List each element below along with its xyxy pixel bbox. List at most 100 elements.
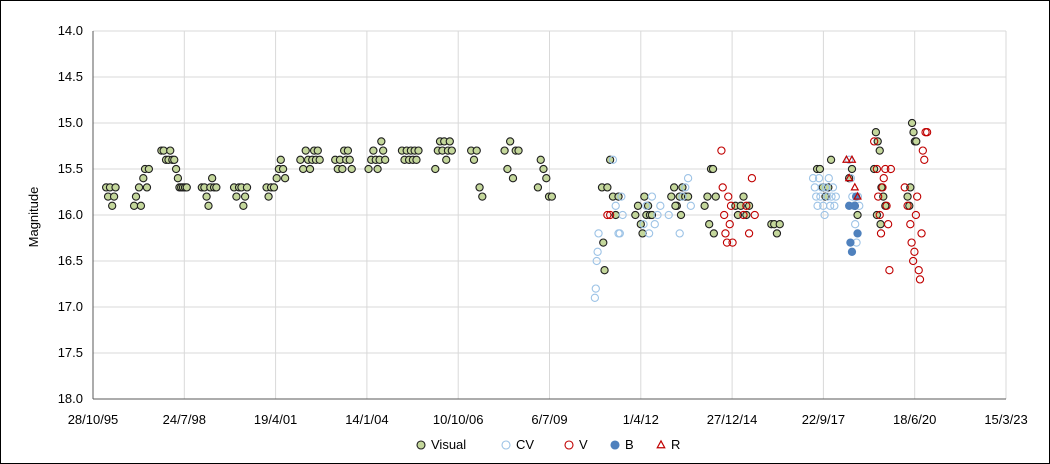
data-point-v bbox=[913, 192, 922, 201]
y-tick-label: 16.0 bbox=[58, 207, 83, 222]
data-point-v bbox=[739, 210, 748, 220]
data-point-cv bbox=[681, 183, 690, 192]
legend-marker-visual bbox=[416, 440, 426, 450]
legend-item-b: B bbox=[610, 437, 634, 452]
data-point-v bbox=[717, 146, 726, 155]
data-point-cv bbox=[683, 174, 693, 183]
data-point-visual bbox=[431, 164, 440, 174]
data-point-visual bbox=[442, 155, 451, 164]
legend-item-visual: Visual bbox=[416, 437, 466, 452]
data-point-v bbox=[726, 201, 736, 210]
data-point-visual bbox=[296, 155, 305, 164]
data-point-v bbox=[872, 164, 882, 174]
data-point-visual bbox=[264, 192, 273, 201]
data-point-v bbox=[910, 247, 919, 256]
data-point-visual bbox=[131, 192, 141, 201]
legend-marker-r bbox=[656, 439, 666, 449]
x-tick-label: 22/9/17 bbox=[802, 412, 845, 427]
data-point-visual bbox=[906, 183, 915, 192]
data-point-visual bbox=[345, 155, 354, 164]
data-point-visual bbox=[202, 192, 211, 201]
data-point-cv bbox=[642, 201, 651, 210]
data-point-v bbox=[900, 183, 909, 192]
legend: Visual CV V B R bbox=[416, 437, 680, 452]
data-point-r bbox=[853, 191, 862, 200]
data-point-visual bbox=[671, 201, 680, 210]
data-point-cv bbox=[826, 201, 835, 210]
data-point-cv bbox=[823, 192, 832, 201]
data-point-visual bbox=[647, 210, 657, 220]
data-point-cv bbox=[678, 192, 687, 201]
data-point-visual bbox=[907, 118, 917, 128]
data-point-cv bbox=[808, 174, 818, 183]
legend-label: R bbox=[671, 437, 680, 452]
data-point-visual bbox=[505, 137, 515, 146]
data-point-visual bbox=[875, 146, 884, 155]
data-point-visual bbox=[638, 229, 647, 238]
x-tick-label: 6/7/09 bbox=[531, 412, 567, 427]
data-point-cv bbox=[810, 183, 819, 192]
legend-item-v: V bbox=[564, 437, 588, 452]
data-point-v bbox=[725, 220, 734, 229]
y-tick-labels: 14.0 14.5 15.0 15.5 16.0 16.5 17.0 17.5 18.0 bbox=[58, 23, 83, 406]
data-point-r bbox=[842, 154, 851, 163]
data-point-cv bbox=[593, 247, 602, 256]
data-point-visual bbox=[667, 192, 676, 201]
data-point-cv bbox=[817, 183, 826, 192]
data-point-visual bbox=[876, 220, 885, 229]
data-point-cv bbox=[844, 155, 854, 164]
data-point-r bbox=[847, 154, 857, 163]
data-point-cv bbox=[664, 210, 673, 220]
data-point-v bbox=[917, 229, 926, 238]
data-point-visual bbox=[547, 192, 557, 201]
data-point-visual bbox=[847, 164, 857, 174]
data-point-visual bbox=[599, 238, 608, 247]
data-point-v bbox=[906, 220, 915, 229]
data-point-visual bbox=[872, 210, 882, 220]
data-point-visual bbox=[139, 174, 148, 183]
data-point-cv bbox=[653, 210, 662, 220]
data-point-visual bbox=[826, 155, 836, 164]
data-point-visual bbox=[676, 210, 686, 220]
data-point-cv bbox=[639, 220, 648, 229]
data-point-visual bbox=[276, 155, 285, 164]
data-point-visual bbox=[182, 183, 191, 192]
data-point-v bbox=[720, 210, 729, 220]
data-point-cv bbox=[618, 210, 627, 220]
x-tick-label: 10/10/06 bbox=[433, 412, 484, 427]
data-point-visual bbox=[170, 155, 179, 164]
data-point-visual bbox=[708, 164, 718, 174]
data-point-visual bbox=[605, 155, 615, 164]
x-tick-label: 28/10/95 bbox=[68, 412, 119, 427]
y-tick-label: 14.0 bbox=[58, 23, 83, 38]
x-tick-label: 19/4/01 bbox=[254, 412, 297, 427]
data-point-visual bbox=[280, 174, 290, 183]
data-point-b bbox=[850, 201, 859, 210]
data-point-visual bbox=[212, 183, 221, 192]
data-point-visual bbox=[533, 183, 543, 192]
data-point-cv bbox=[828, 183, 838, 192]
data-point-visual bbox=[313, 146, 322, 155]
data-point-visual bbox=[379, 146, 388, 155]
data-point-v bbox=[742, 201, 751, 210]
data-point-v bbox=[920, 155, 929, 164]
legend-label: B bbox=[625, 437, 634, 452]
data-point-v bbox=[922, 128, 932, 137]
data-point-v bbox=[885, 266, 894, 275]
data-point-visual bbox=[700, 201, 709, 210]
data-point-visual bbox=[478, 192, 487, 201]
data-point-cv bbox=[814, 174, 824, 183]
data-point-v bbox=[870, 137, 879, 146]
data-point-visual bbox=[204, 201, 213, 210]
data-point-visual bbox=[542, 174, 551, 183]
data-point-cv bbox=[831, 192, 840, 201]
data-point-visual bbox=[207, 174, 217, 183]
data-point-cv bbox=[675, 229, 684, 238]
data-point-r bbox=[850, 182, 860, 191]
data-point-visual bbox=[364, 164, 373, 174]
data-point-visual bbox=[445, 137, 454, 146]
x-tick-label: 18/6/20 bbox=[893, 412, 936, 427]
legend-label: Visual bbox=[431, 437, 466, 452]
data-point-visual bbox=[144, 164, 154, 174]
